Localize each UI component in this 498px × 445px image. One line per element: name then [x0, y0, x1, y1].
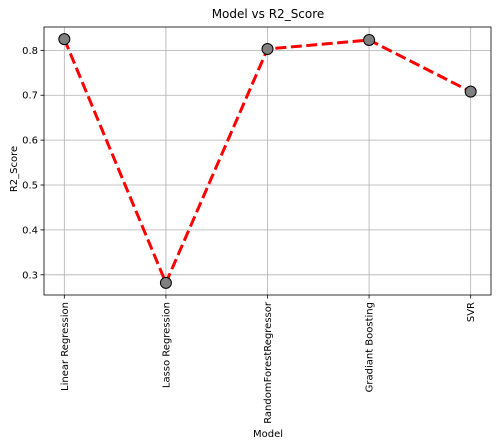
y-tick-label: 0.7 [22, 91, 38, 102]
y-axis-label: R2_Score [9, 146, 20, 192]
data-point [363, 34, 376, 47]
y-tick-label: 0.6 [22, 136, 38, 147]
x-tick-label: Lasso Regression [161, 302, 172, 388]
x-axis-label: Model [253, 429, 283, 440]
data-point [261, 42, 274, 55]
chart-title: Model vs R2_Score [212, 7, 325, 21]
x-tick-label: Linear Regression [60, 302, 71, 391]
data-point [58, 33, 71, 46]
data-point [159, 276, 172, 289]
x-tick-label: Gradiant Boosting [365, 302, 376, 392]
data-point [464, 85, 477, 98]
y-tick-label: 0.5 [22, 181, 38, 192]
y-tick-label: 0.3 [22, 270, 38, 281]
x-axis: Linear Regression Lasso Regression RandomF… [60, 295, 477, 424]
x-tick-label: SVR [466, 302, 477, 322]
series-markers [58, 33, 477, 289]
y-tick-label: 0.8 [22, 46, 38, 57]
y-tick-label: 0.4 [22, 225, 38, 236]
y-axis: 0.3 0.4 0.5 0.6 0.7 0.8 [22, 46, 44, 281]
x-tick-label: RandomForestRegressor [263, 301, 274, 424]
